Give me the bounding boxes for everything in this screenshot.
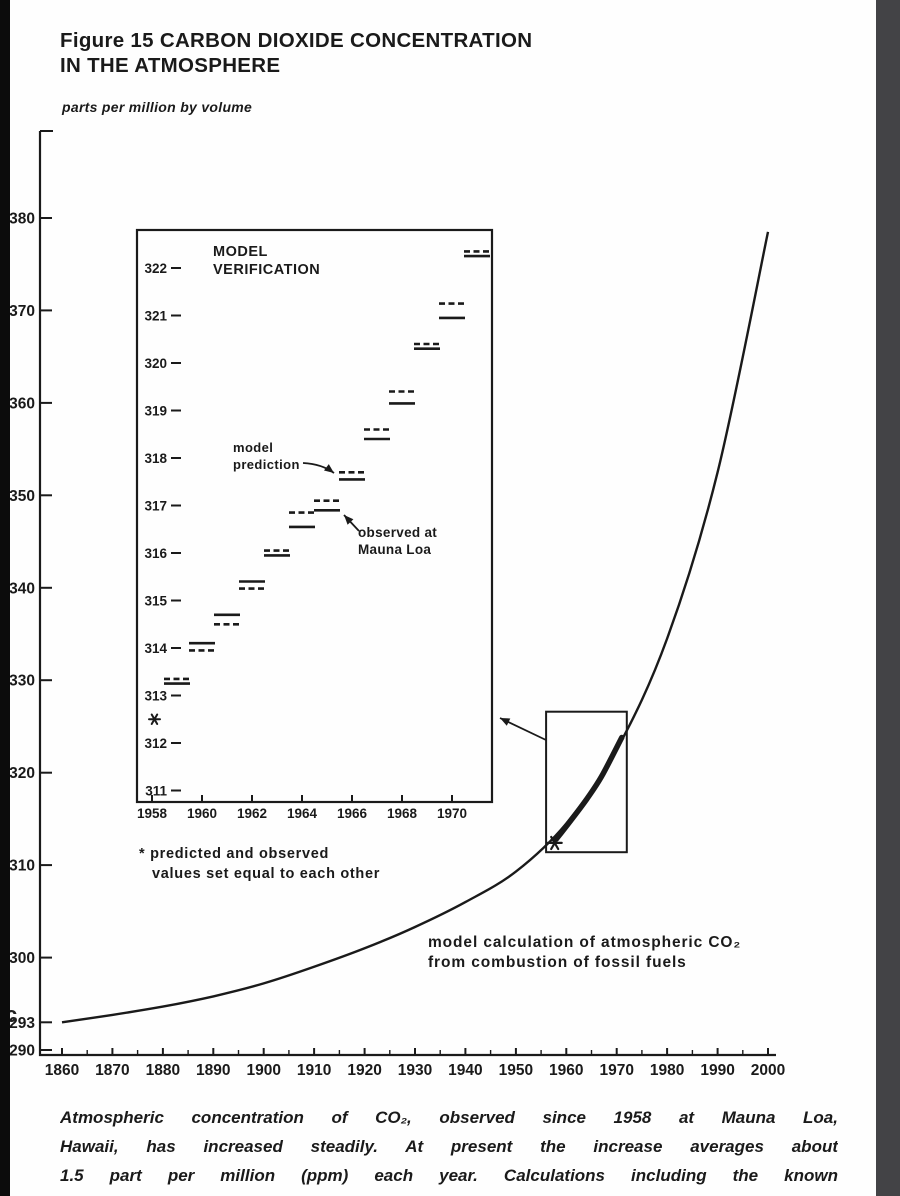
curve-label-line2: from combustion of fossil fuels: [428, 954, 687, 971]
inset-y-tick-label: 319: [144, 404, 167, 419]
y-tick-label: 320: [9, 765, 35, 782]
caption-line3: 1.5 part per million (ppm) each year. Ca…: [60, 1166, 838, 1185]
x-tick-label: 1900: [246, 1062, 280, 1079]
inset-x-tick-label: 1960: [187, 806, 217, 821]
y-tick-label: 360: [9, 395, 35, 412]
observed-thick-segment: [553, 734, 625, 842]
inset-asterisk-marker: [150, 713, 159, 725]
inset-y-tick-label: 315: [144, 594, 167, 609]
inset-x-tick-label: 1964: [287, 806, 318, 821]
inset-y-tick-label: 322: [144, 261, 167, 276]
inset-y-tick-label: 321: [144, 309, 167, 324]
x-tick-label: 1970: [599, 1062, 633, 1079]
footnote-line1: * predicted and observed: [139, 846, 330, 862]
x-tick-label: 1940: [448, 1062, 482, 1079]
observed-mauna-loa-label: observed at Mauna Loa: [358, 525, 438, 557]
caption-line2: Hawaii, has increased steadily. At prese…: [60, 1137, 838, 1156]
y-tick-label: 330: [9, 673, 35, 690]
y-tick-label: 310: [9, 858, 35, 875]
y-tick-label: 350: [9, 488, 35, 505]
x-tick-label: 1980: [650, 1062, 684, 1079]
highlight-box: [545, 710, 628, 854]
inset-x-tick-label: 1970: [437, 806, 467, 821]
main-axes: [38, 131, 776, 1057]
curve-label-line1: model calculation of atmospheric CO₂: [428, 934, 742, 951]
model-prediction-label: model prediction: [233, 440, 300, 472]
inset-y-tick-label: 312: [144, 736, 167, 751]
figure-title-line1: Figure 15 CARBON DIOXIDE CONCENTRATION: [60, 29, 533, 52]
x-tick-label: 1990: [700, 1062, 734, 1079]
y-tick-label: 340: [9, 580, 35, 597]
y-tick-label: 293: [9, 1015, 35, 1032]
x-tick-label: 1930: [398, 1062, 432, 1079]
x-tick-label: 1910: [297, 1062, 331, 1079]
inset-y-tick-label: 316: [144, 546, 167, 561]
x-tick-label: 1860: [45, 1062, 79, 1079]
caption-line1: Atmospheric concentration of CO₂, observ…: [60, 1108, 838, 1127]
x-tick-label: 1960: [549, 1062, 583, 1079]
inset-x-tick-label: 1966: [337, 806, 368, 821]
x-tick-label: 1890: [196, 1062, 230, 1079]
model-calculation-curve: [61, 231, 770, 1024]
inset-x-tick-label: 1962: [237, 806, 267, 821]
inset-y-tick-label: 318: [144, 451, 167, 466]
model-curve-label: model calculation of atmospheric CO₂ fro…: [428, 933, 741, 973]
y-axis-units-label: parts per million by volume: [62, 99, 253, 115]
inset-y-tick-label: 320: [144, 356, 167, 371]
y-tick-label: 290: [9, 1043, 35, 1060]
model-prediction-arrow-head: [324, 464, 334, 473]
box-to-inset-arrow-head: [500, 718, 511, 726]
figure-title-line2: IN THE ATMOSPHERE: [60, 54, 281, 77]
inset-x-tick-label: 1968: [387, 806, 418, 821]
figure-caption: Atmospheric concentration of CO₂, observ…: [60, 1108, 838, 1195]
main-asterisk-marker: [550, 835, 560, 851]
x-tick-label: 2000: [751, 1062, 785, 1079]
x-tick-label: 1880: [146, 1062, 180, 1079]
inset-x-tick-label: 1958: [137, 806, 168, 821]
y-tick-label: 300: [9, 950, 35, 967]
inset-y-tick-label: 313: [144, 689, 167, 704]
x-tick-label: 1950: [499, 1062, 533, 1079]
inset-y-tick-label: 314: [144, 641, 167, 656]
inset-y-tick-label: 317: [144, 499, 167, 514]
x-tick-label: 1870: [95, 1062, 129, 1079]
inset-y-tick-label: 311: [145, 784, 167, 799]
inset-footnote: * predicted and observed values set equa…: [139, 844, 380, 884]
left-page-edge: [0, 0, 10, 1196]
x-tick-label: 1920: [347, 1062, 381, 1079]
y-tick-label: 370: [9, 303, 35, 320]
y-tick-label: 380: [9, 211, 35, 228]
inset-frame: [135, 228, 494, 804]
footnote-line2: values set equal to each other: [152, 866, 381, 882]
right-page-edge: [876, 0, 900, 1196]
figure-title: Figure 15 CARBON DIOXIDE CONCENTRATION I…: [60, 28, 532, 78]
inset-title: MODEL VERIFICATION: [213, 244, 321, 278]
observed-mauna-loa-arrow-head: [344, 515, 354, 525]
